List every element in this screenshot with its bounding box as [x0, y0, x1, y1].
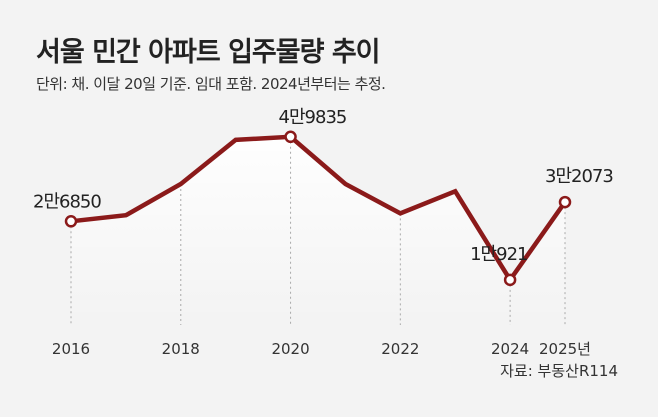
data-label-2024: 1만921 [470, 244, 527, 265]
x-tick-label-2025: 2025년 [539, 340, 591, 358]
data-label-2016: 2만6850 [33, 191, 101, 212]
chart-title: 서울 민간 아파트 입주물량 추이 [36, 37, 381, 68]
data-label-2020: 4만9835 [279, 107, 347, 128]
series-line [68, 134, 568, 284]
area-fill [71, 136, 565, 320]
data-label-2025: 3만2073 [545, 166, 613, 187]
x-tick-label-2024: 2024 [491, 340, 529, 358]
data-point-2025 [558, 195, 572, 209]
data-point-2020 [284, 130, 297, 144]
x-tick-label-2018: 2018 [162, 340, 200, 358]
x-tick-label-2022: 2022 [381, 340, 419, 358]
source-note: 자료: 부동산R114 [500, 362, 618, 380]
data-point-2016 [64, 215, 78, 228]
chart-subtitle: 단위: 채. 이달 20일 기준. 임대 포함. 2024년부터는 추정. [36, 75, 386, 93]
x-tick-label-2016: 2016 [52, 340, 90, 358]
data-point-2024 [503, 273, 517, 287]
x-tick-label-2020: 2020 [271, 340, 309, 358]
